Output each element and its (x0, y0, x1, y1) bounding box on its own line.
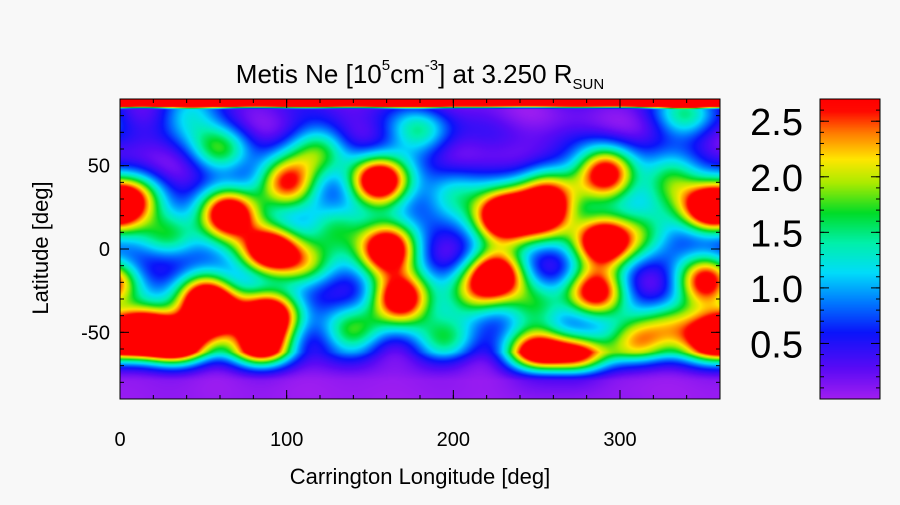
x-tick-label: 300 (603, 429, 636, 451)
colorbar-tick-label: 1.0 (750, 269, 803, 311)
title-mid: cm (390, 59, 425, 89)
x-tick-label: 100 (270, 429, 303, 451)
x-axis-label: Carrington Longitude [deg] (290, 464, 551, 489)
x-tick-label: 0 (114, 429, 125, 451)
title-sub: SUN (573, 76, 605, 93)
colorbar-tick-label: 1.5 (750, 213, 803, 255)
colorbar-tick-label: 0.5 (750, 324, 803, 366)
y-tick-label: 0 (99, 239, 110, 261)
title-prefix: Metis Ne [10 (236, 59, 382, 89)
colorbar-tick-label: 2.0 (750, 158, 803, 200)
y-tick-label: -50 (81, 322, 110, 344)
colorbar-tick-label: 2.5 (750, 102, 803, 144)
heatmap-image-wrap (120, 99, 720, 399)
title-exp1: 5 (382, 57, 390, 74)
x-tick-label: 200 (437, 429, 470, 451)
heatmap-canvas (120, 99, 720, 399)
y-axis-label: Latitude [deg] (28, 181, 53, 314)
chart-title: Metis Ne [105cm-3] at 3.250 RSUN (236, 57, 604, 93)
title-suffix: ] at 3.250 R (438, 59, 572, 89)
title-exp2: -3 (425, 57, 438, 74)
y-tick-label: 50 (88, 156, 110, 178)
colorbar-wrap (820, 99, 880, 399)
colorbar-canvas (820, 99, 880, 399)
